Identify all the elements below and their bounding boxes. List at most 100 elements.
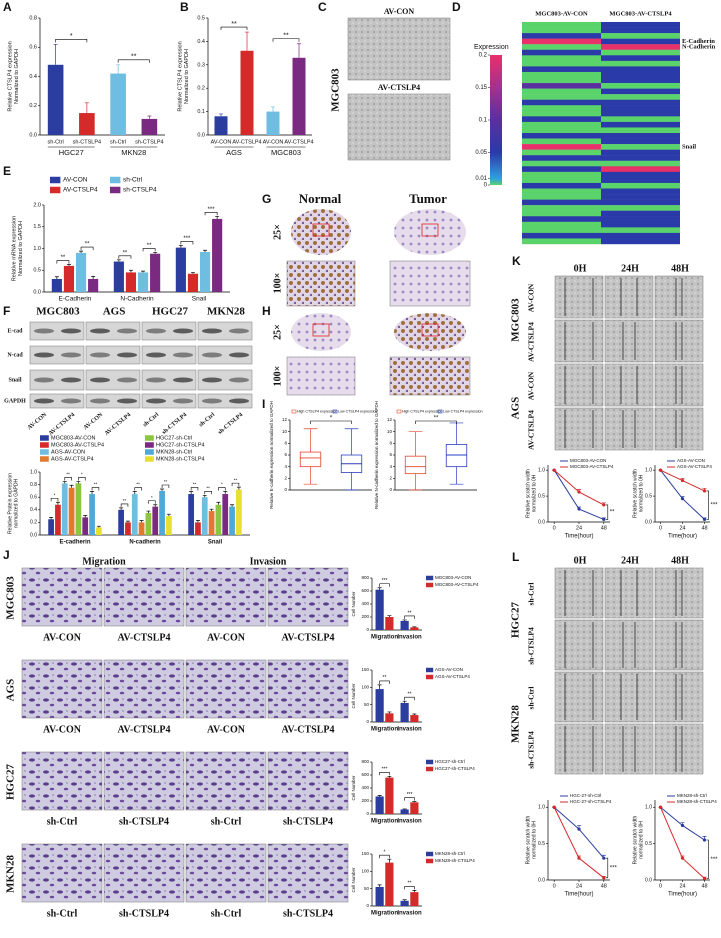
- legend-label: MGC803-AV-CON: [51, 435, 96, 441]
- bar: [199, 251, 211, 292]
- blot-band: [202, 352, 222, 358]
- significance-label: **: [408, 692, 412, 698]
- micrograph: [654, 319, 704, 363]
- legend-swatch: [332, 409, 338, 414]
- significance-bracket: [50, 497, 59, 502]
- label: AV-CON: [83, 412, 105, 432]
- blot-strip: [85, 345, 141, 365]
- error-bar: [190, 272, 195, 274]
- label: sh-CTSLP4: [283, 816, 333, 827]
- significance-bracket: [118, 255, 132, 259]
- heat-cell: [601, 88, 680, 95]
- blot-band: [34, 377, 54, 383]
- heat-cell: [522, 110, 601, 117]
- panel-label: E: [3, 164, 11, 178]
- significance-bracket: [404, 696, 415, 701]
- heat-cell: [522, 27, 601, 34]
- y-tick-label: 8: [389, 441, 392, 446]
- micrograph: [267, 659, 349, 719]
- heat-cell: [522, 49, 601, 56]
- heat-cell: [522, 88, 601, 95]
- y-tick-label: 0.5: [645, 493, 652, 499]
- y-tick-label: 0.6: [30, 495, 37, 501]
- significance-label: **: [147, 243, 152, 249]
- label: sh-CTSLP4: [161, 412, 188, 436]
- error-bar: [216, 501, 221, 505]
- tissue-section: [394, 209, 466, 255]
- significance-bracket: [404, 886, 415, 890]
- label: HGC27: [152, 306, 189, 318]
- blot-band: [90, 398, 110, 404]
- bar: [48, 519, 54, 535]
- panel-label: H: [262, 304, 271, 318]
- blot-strip: [85, 393, 141, 409]
- y-axis-label: normalized to 0H: [638, 474, 644, 512]
- label: AV-CON: [384, 7, 415, 16]
- colorbar-label: Expression: [474, 44, 509, 51]
- error-bar: [577, 855, 581, 859]
- y-tick-label: 0.0: [197, 132, 205, 138]
- significance-bracket: [180, 241, 194, 245]
- heat-cell: [601, 121, 680, 128]
- micrograph: [604, 567, 654, 619]
- heat-cell: [601, 166, 680, 173]
- bar: [118, 509, 124, 535]
- y-axis-label: Cell Number: [351, 683, 356, 709]
- y-axis-label: Cell Number: [351, 867, 356, 893]
- significance-bracket: [404, 615, 415, 619]
- heat-cell: [601, 160, 680, 167]
- heat-cell: [601, 149, 680, 156]
- legend-label: HGC27-sh-Ctrl: [435, 759, 465, 764]
- heat-cell: [601, 71, 680, 78]
- label: Invasion: [250, 556, 287, 567]
- error-bar: [245, 31, 249, 51]
- y-tick-label: 6: [389, 452, 392, 457]
- y-tick-label: 0: [389, 487, 392, 492]
- error-bar: [178, 245, 183, 248]
- legend-swatch: [426, 766, 434, 772]
- bar: [75, 252, 87, 292]
- label: AV-CTSLP4: [118, 724, 171, 735]
- micrograph: [103, 659, 185, 719]
- legend-label: MGC803-AV-CTSLP4: [435, 582, 479, 587]
- heat-cell: [601, 138, 680, 145]
- y-tick-label: 200: [361, 798, 369, 803]
- heat-cell: [601, 210, 680, 217]
- micrograph: [286, 260, 356, 307]
- bar: [229, 506, 235, 535]
- error-bar: [271, 106, 275, 112]
- heat-cell: [601, 49, 680, 56]
- label: AV-CTSLP4: [378, 83, 420, 92]
- y-tick-label: 1.0: [538, 805, 545, 811]
- x-tick-label: Migration: [371, 727, 398, 733]
- error-bar: [702, 487, 707, 491]
- heat-cell: [522, 38, 601, 45]
- heat-cell: [601, 155, 680, 161]
- x-tick-label: sh-CTSLP4: [135, 139, 163, 145]
- significance-bracket: [56, 260, 70, 264]
- y-tick-label: 150: [361, 851, 369, 856]
- y-tick-label: 0: [284, 487, 287, 492]
- label: E-cad: [8, 328, 24, 334]
- significance-label: ***: [382, 767, 388, 773]
- y-axis-label: Normalized to GAPDH: [184, 49, 190, 104]
- heat-cell: [522, 194, 601, 200]
- x-tick-label: 24: [576, 883, 582, 889]
- heat-cell: [522, 55, 601, 62]
- column-header: MGC803-AV-CTSLP4: [609, 10, 672, 17]
- y-tick-label: 0.0: [645, 877, 652, 883]
- label: AGS: [5, 679, 17, 702]
- heat-cell: [601, 55, 680, 62]
- error-bar: [147, 115, 152, 119]
- bar: [55, 504, 61, 535]
- point: [680, 823, 685, 828]
- y-tick-label: 0.0: [538, 877, 545, 883]
- y-tick-label: 2: [284, 476, 287, 481]
- error-bar: [377, 884, 382, 887]
- gene-label: N-Cadherin: [682, 43, 716, 50]
- x-tick-label: AV-CTSLP4: [232, 139, 261, 145]
- x-tick-label: 48: [601, 525, 607, 531]
- heat-cell: [601, 116, 680, 123]
- bar: [215, 504, 222, 535]
- panel-label: F: [3, 304, 10, 318]
